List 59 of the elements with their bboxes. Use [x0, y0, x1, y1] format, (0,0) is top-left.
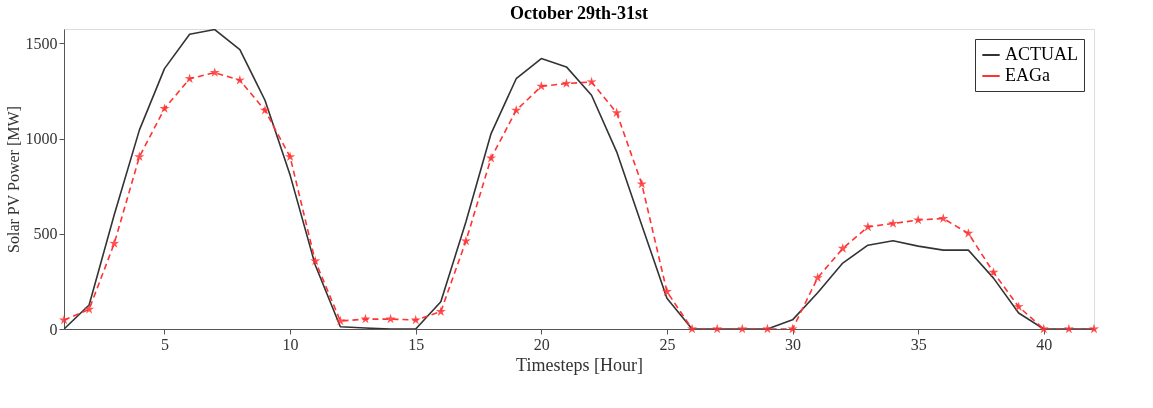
point	[335, 315, 346, 326]
point	[259, 105, 270, 115]
x-tick-label: 35	[910, 335, 927, 353]
point	[134, 151, 145, 162]
point	[310, 255, 321, 266]
point	[360, 313, 371, 324]
point	[109, 238, 120, 248]
point	[285, 151, 296, 162]
point	[636, 178, 647, 189]
point	[862, 221, 873, 232]
y-tick-label: 1000	[25, 130, 58, 148]
point	[737, 323, 748, 334]
x-tick-label: 30	[785, 335, 802, 353]
y-tick-label: 0	[49, 320, 58, 338]
point	[184, 73, 195, 83]
point	[385, 313, 396, 324]
point	[586, 76, 597, 87]
point	[687, 323, 698, 334]
point	[837, 243, 848, 253]
point	[787, 323, 798, 334]
x-tick-label: 20	[533, 335, 550, 353]
x-tick-label: 25	[659, 335, 676, 353]
point	[661, 286, 672, 296]
x-axis-title: Timesteps [Hour]	[516, 354, 643, 375]
legend-label: ACTUAL	[1005, 44, 1078, 64]
x-tick-label: 10	[282, 335, 299, 353]
x-tick-label: 5	[160, 335, 169, 353]
point	[460, 235, 471, 246]
point	[1089, 323, 1099, 334]
point	[888, 218, 899, 228]
point	[486, 152, 497, 163]
y-tick-label: 500	[33, 225, 58, 243]
point	[988, 267, 999, 277]
point	[913, 214, 924, 225]
point	[1038, 323, 1049, 334]
point	[561, 78, 572, 88]
point	[762, 323, 773, 334]
x-tick-label: 40	[1036, 335, 1053, 353]
legend-label: EAGa	[1005, 65, 1050, 85]
point	[234, 74, 245, 85]
point	[410, 314, 421, 325]
point	[963, 228, 974, 238]
point	[1063, 323, 1074, 334]
point	[59, 314, 69, 325]
chart-title: October 29th-31st	[509, 3, 649, 23]
point	[812, 272, 823, 283]
point	[712, 323, 723, 334]
point	[938, 213, 949, 223]
point	[209, 67, 220, 77]
y-tick-label: 1500	[25, 34, 58, 52]
point	[536, 81, 547, 91]
point	[84, 304, 95, 314]
point	[435, 306, 446, 316]
x-tick-label: 15	[408, 335, 425, 353]
point	[611, 107, 622, 118]
y-axis-title: Solar PV Power [MW]	[4, 106, 22, 253]
point	[1013, 301, 1024, 311]
point	[511, 105, 522, 115]
point	[159, 103, 170, 113]
